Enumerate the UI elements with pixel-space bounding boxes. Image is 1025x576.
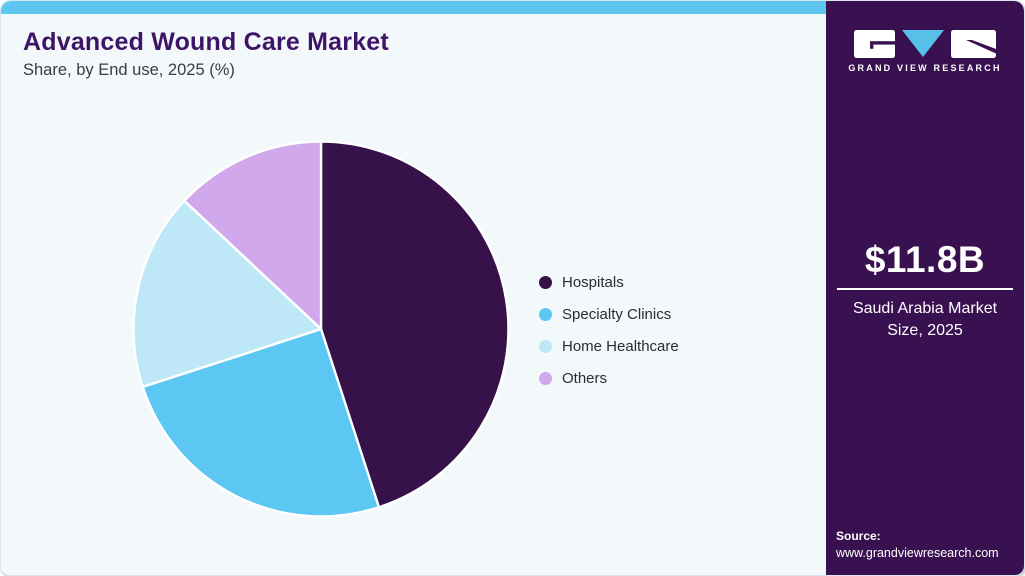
pie-slice-home-healthcare: [132, 199, 323, 389]
pie-slice-hospitals: [319, 140, 510, 509]
chart-legend: Hospitals Specialty Clinics Home Healthcar…: [539, 266, 679, 394]
gvr-logo: GRAND VIEW RESEARCH: [826, 30, 1024, 73]
side-panel: GRAND VIEW RESEARCH $11.8B Saudi Arabia …: [826, 1, 1024, 575]
gvr-logo-text: GRAND VIEW RESEARCH: [848, 63, 1002, 73]
metric-divider: [837, 288, 1013, 290]
legend-dot-icon: [539, 371, 552, 385]
legend-label: Specialty Clinics: [562, 305, 672, 323]
market-size-value: $11.8B: [864, 239, 986, 280]
source-label: Source:: [836, 529, 881, 543]
gvr-logo-mark: [854, 30, 996, 58]
source-block: Source: www.grandviewresearch.com: [836, 529, 1018, 560]
legend-item-hospitals: Hospitals: [539, 266, 679, 298]
pie-slice-others: [183, 140, 323, 331]
logo-r-shape: [951, 30, 996, 58]
legend-item-others: Others: [539, 362, 679, 394]
legend-label: Home Healthcare: [562, 337, 679, 355]
logo-g-hook: [870, 44, 874, 49]
logo-r-slash: [966, 40, 996, 54]
logo-v-shape: [902, 30, 944, 57]
legend-item-specialty-clinics: Specialty Clinics: [539, 298, 679, 330]
legend-dot-icon: [539, 275, 552, 289]
pie-chart-svg: [132, 140, 510, 518]
legend-label: Others: [562, 369, 608, 387]
pie-chart: [129, 137, 513, 521]
logo-g-notch: [870, 41, 895, 45]
top-accent-bar: [1, 1, 828, 14]
page-subtitle: Share, by End use, 2025 (%): [23, 61, 235, 79]
page-title: Advanced Wound Care Market: [23, 28, 389, 56]
legend-item-home-healthcare: Home Healthcare: [539, 330, 679, 362]
pie-slice-specialty-clinics: [141, 327, 381, 518]
legend-label: Hospitals: [562, 273, 624, 291]
source-url[interactable]: www.grandviewresearch.com: [836, 546, 999, 560]
legend-dot-icon: [539, 307, 552, 321]
market-size-block: $11.8B Saudi Arabia Market Size, 2025: [826, 239, 1024, 343]
legend-dot-icon: [539, 339, 552, 353]
market-size-label: Saudi Arabia Market Size, 2025: [852, 300, 998, 340]
